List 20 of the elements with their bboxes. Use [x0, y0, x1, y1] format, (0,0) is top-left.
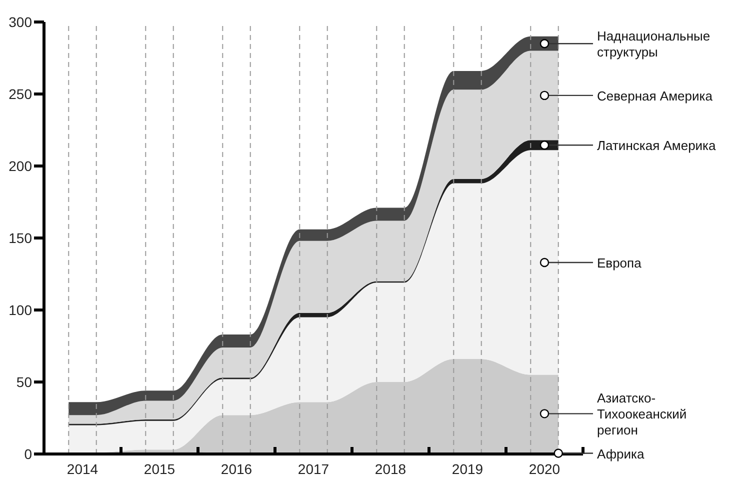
y-tick-label: 0 [24, 446, 32, 462]
y-tick-label: 50 [16, 374, 32, 390]
y-tick-label: 150 [8, 230, 32, 246]
y-tick-label: 200 [8, 158, 32, 174]
text: Латинская Америка [597, 138, 717, 153]
y-tick-label: 250 [8, 86, 32, 102]
x-tick-label: 2016 [220, 461, 252, 477]
x-tick-label: 2014 [66, 461, 98, 477]
y-tick-label: 100 [8, 302, 32, 318]
text: Европа [597, 254, 642, 270]
text: Азиатско-Тихоокеанский регион [597, 390, 687, 438]
x-tick-label: 2019 [452, 461, 484, 477]
x-tick-label: 2017 [298, 461, 330, 477]
text: Наднациональные структуры [597, 28, 710, 60]
x-tick-label: 2020 [528, 461, 560, 477]
x-tick-label: 2015 [144, 461, 176, 477]
y-tick-label: 300 [8, 14, 32, 30]
text: Северная Америка [597, 88, 714, 103]
text: Африка [597, 446, 645, 461]
x-tick-label: 2018 [374, 461, 406, 477]
